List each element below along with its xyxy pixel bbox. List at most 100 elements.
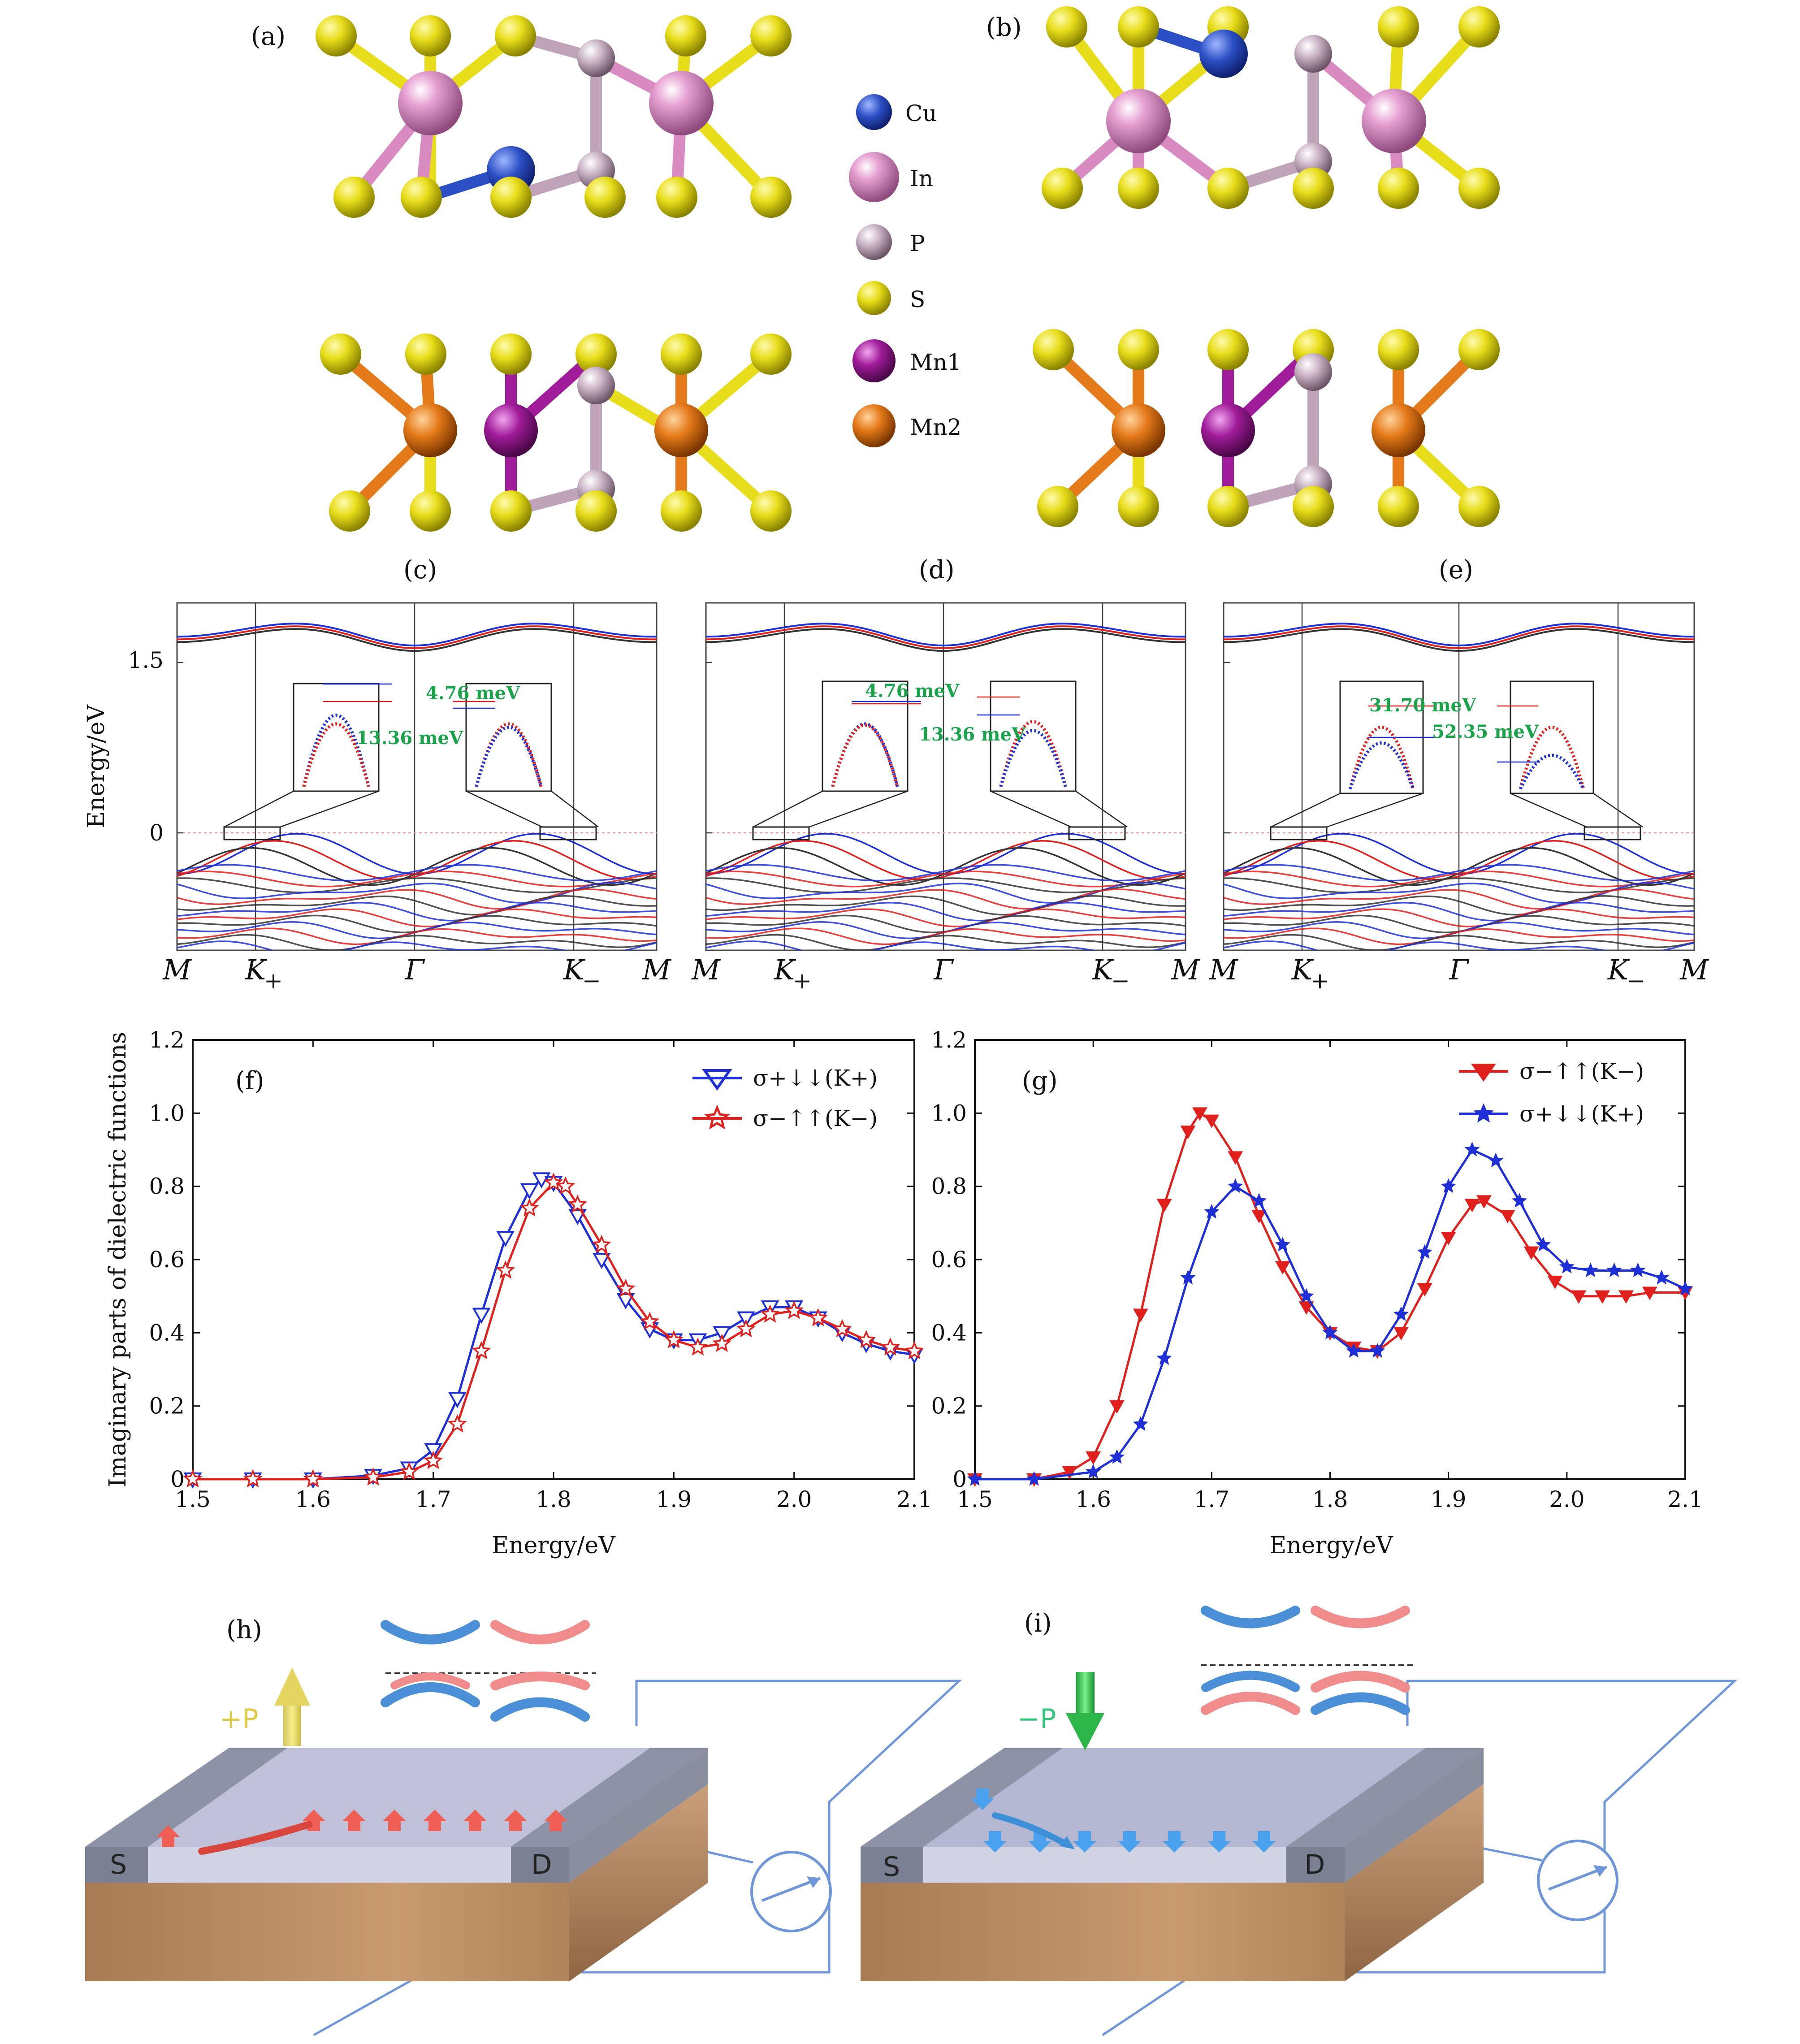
data-point — [1630, 1262, 1646, 1278]
kpoint-label: M — [1209, 953, 1238, 986]
chart-f-ylabel: Imaginary parts of dielectric functions — [104, 1032, 131, 1487]
device-h-drain: D — [531, 1849, 552, 1880]
data-point — [1026, 1471, 1042, 1486]
legend-mn1-icon — [852, 339, 896, 382]
kpoint-label: K — [774, 953, 796, 986]
kpoint-sub: − — [582, 968, 601, 994]
xtick-label: 2.0 — [1549, 1486, 1585, 1512]
xtick-label: 1.7 — [1194, 1486, 1230, 1512]
data-point — [1464, 1199, 1480, 1213]
legend-mn1-label: Mn1 — [910, 349, 961, 375]
xtick-label: 1.6 — [1075, 1486, 1111, 1512]
data-point — [363, 1467, 383, 1486]
xtick-label: 2.1 — [896, 1486, 932, 1512]
data-point — [1512, 1193, 1527, 1208]
data-point — [1251, 1210, 1267, 1223]
data-point — [1678, 1286, 1693, 1300]
data-point — [519, 1198, 539, 1217]
ytick-label: 0 — [952, 1466, 967, 1492]
data-point — [568, 1194, 588, 1213]
panel-label-a: (a) — [251, 22, 286, 51]
data-point — [1086, 1451, 1101, 1465]
legend-s-icon — [857, 281, 891, 315]
data-point — [1086, 1464, 1101, 1479]
data-point — [1547, 1276, 1563, 1289]
data-point — [183, 1469, 203, 1488]
xtick-label: 1.8 — [536, 1486, 571, 1512]
data-point — [1606, 1262, 1622, 1278]
data-point — [1062, 1466, 1077, 1480]
panel-label-h: (h) — [226, 1615, 262, 1645]
ytick-label: 0.8 — [149, 1174, 185, 1200]
chart-g-legend-1: σ−↑↑(K−) — [1519, 1058, 1644, 1084]
data-point — [967, 1471, 983, 1486]
ytick-label: 0.2 — [931, 1393, 967, 1419]
xtick-label: 2.1 — [1667, 1486, 1703, 1512]
panel-label-b: (b) — [986, 13, 1022, 42]
band-d-ann2: 13.36 meV — [919, 724, 1026, 745]
data-point — [616, 1293, 635, 1309]
data-point — [496, 1260, 515, 1279]
data-point — [243, 1469, 263, 1488]
data-point — [736, 1319, 756, 1338]
legend-p-label: P — [910, 230, 925, 256]
panel-label-i: (i) — [1024, 1609, 1052, 1638]
data-point — [1535, 1237, 1551, 1252]
data-point — [1204, 1114, 1220, 1128]
series-line — [193, 1178, 915, 1481]
legend-in-icon — [849, 152, 899, 202]
kpoint-label: M — [642, 953, 671, 986]
data-point — [424, 1451, 443, 1469]
band-c-ann1: 4.76 meV — [426, 683, 520, 704]
data-point — [784, 1300, 804, 1319]
device-h-polarization: +P — [220, 1703, 258, 1735]
data-point — [1500, 1210, 1515, 1223]
data-point — [1228, 1151, 1243, 1165]
data-point — [1346, 1343, 1362, 1358]
device-i: S D −P — [861, 1606, 1738, 2036]
ytick-label: 1.2 — [931, 1027, 967, 1053]
data-point — [1523, 1246, 1539, 1260]
xtick-label: 1.5 — [957, 1486, 993, 1512]
data-point — [1441, 1178, 1456, 1193]
data-point — [520, 1183, 539, 1200]
band-e-ann2: 52.35 meV — [1432, 721, 1539, 742]
data-point — [1204, 1204, 1220, 1219]
legend-in-label: In — [910, 165, 933, 191]
legend-s-label: S — [910, 286, 925, 312]
data-point — [1251, 1193, 1267, 1208]
chart-f-legend: σ+↓↓(K+) σ−↑↑(K−) — [692, 1065, 878, 1131]
data-point — [640, 1312, 660, 1330]
ytick-label: 1.0 — [931, 1100, 967, 1126]
xtick-label: 1.7 — [415, 1486, 451, 1512]
kpoint-label: Γ — [1449, 953, 1469, 986]
data-point — [1464, 1142, 1480, 1156]
xtick-label: 1.9 — [1431, 1486, 1467, 1512]
chart-g-xlabel: Energy/eV — [1269, 1532, 1393, 1559]
data-point — [1298, 1301, 1314, 1315]
band-panel-e: M K+ Γ K− M — [1209, 602, 1709, 994]
data-point — [1192, 1107, 1207, 1121]
legend-marker-triangle-icon — [702, 1069, 732, 1091]
data-point — [472, 1341, 491, 1360]
band-panel-c: M K+ Γ K− M — [162, 602, 671, 994]
bands-ylabel: Energy/eV — [83, 704, 110, 828]
kpoint-sub: + — [793, 968, 812, 994]
device-i-drain: D — [1304, 1849, 1325, 1880]
series-line — [193, 1181, 915, 1481]
data-point — [1618, 1290, 1634, 1304]
kpoint-label: K — [245, 953, 268, 986]
data-point — [832, 1319, 852, 1338]
data-point — [544, 1172, 563, 1191]
data-point — [1275, 1237, 1290, 1252]
ytick-label: 1.0 — [149, 1100, 185, 1126]
data-point — [448, 1392, 467, 1408]
chart-g-legend-2: σ+↓↓(K+) — [1519, 1101, 1644, 1127]
atom-legend: Cu In P S Mn1 Mn2 — [849, 94, 961, 447]
data-point — [1156, 1199, 1172, 1213]
kpoint-label: K — [563, 953, 586, 986]
legend-cu-icon — [856, 94, 892, 130]
kpoint-label: M — [691, 953, 721, 986]
chart-g: 1.5 1.6 1.7 1.8 1.9 2.0 2.1 0 0.2 0.4 0.6 0.8 1.0 1.2 — [931, 1027, 1703, 1512]
device-h-source: S — [110, 1849, 127, 1880]
